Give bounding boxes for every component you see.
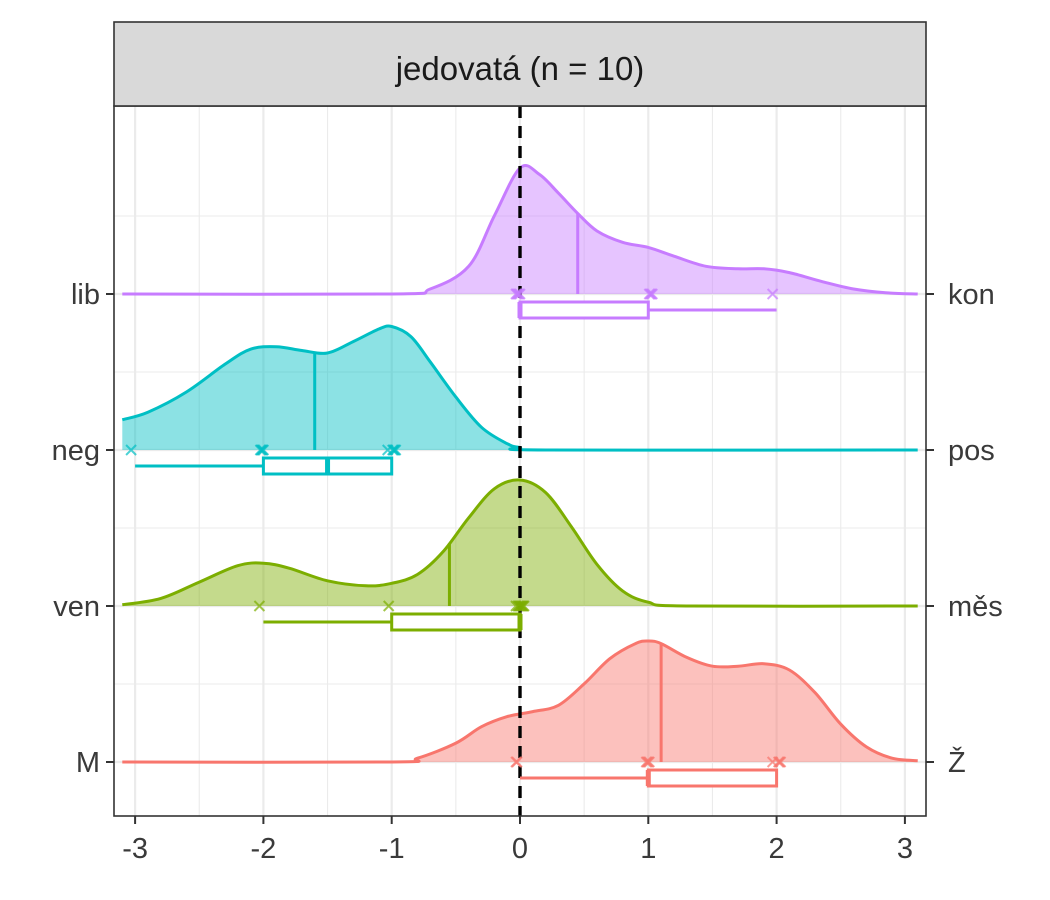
point-neg <box>381 444 394 456</box>
point-stroke-b <box>766 756 779 768</box>
point-stroke-b <box>511 756 523 768</box>
point-M <box>643 756 656 768</box>
point-neg <box>125 444 137 456</box>
box-lib <box>518 300 650 320</box>
point-neg <box>257 444 270 456</box>
y-label-left-lib: lib <box>71 279 100 311</box>
point-stroke-b <box>253 600 266 612</box>
y-label-left-neg: neg <box>52 435 100 467</box>
x-tick-label: 0 <box>512 833 528 865</box>
facet-strip-label: jedovatá (n = 10) <box>395 50 645 87</box>
density-line-M <box>122 639 918 764</box>
density-area-M <box>122 640 918 763</box>
y-axis-left: lib neg ven M <box>52 279 114 779</box>
x-tick-label: 1 <box>640 833 656 865</box>
point-lib <box>514 288 526 300</box>
y-label-right-Ž: Ž <box>948 746 966 779</box>
point-ven <box>253 600 266 612</box>
x-tick-label: -1 <box>379 833 405 865</box>
x-tick-label: 3 <box>897 833 913 865</box>
point-stroke-b <box>766 288 779 300</box>
facet-strip-background <box>113 21 927 107</box>
x-tick-label: -3 <box>122 833 148 865</box>
point-M <box>766 756 779 768</box>
point-stroke-b <box>257 444 270 456</box>
boxplots <box>135 300 779 788</box>
point-M <box>511 756 523 768</box>
point-ven <box>510 600 522 612</box>
point-stroke-b <box>514 288 526 300</box>
y-label-right-pos: pos <box>948 435 995 467</box>
box-ven <box>390 612 522 632</box>
point-stroke-b <box>510 600 522 612</box>
point-stroke-b <box>643 756 656 768</box>
point-stroke-b <box>646 288 659 300</box>
point-stroke-b <box>125 444 137 456</box>
point-lib <box>766 288 779 300</box>
data-points <box>125 288 787 768</box>
y-label-left-M: M <box>76 747 100 779</box>
facet-strip: jedovatá (n = 10) <box>113 21 927 107</box>
density-area-neg <box>122 326 918 451</box>
x-axis: -3 -2 -1 0 1 2 3 <box>122 816 913 865</box>
point-stroke-b <box>381 444 394 456</box>
density-line-lib <box>122 164 918 296</box>
box-M <box>646 768 779 788</box>
y-axis-right: kon pos měs Ž <box>926 279 1003 779</box>
x-tick-label: 2 <box>769 833 785 865</box>
point-stroke-b <box>382 600 395 612</box>
density-line-ven <box>122 478 918 608</box>
y-label-right-měs: měs <box>948 591 1003 623</box>
x-tick-label: -2 <box>251 833 277 865</box>
point-lib <box>646 288 659 300</box>
point-ven <box>382 600 395 612</box>
density-area-ven <box>122 479 918 607</box>
y-label-right-kon: kon <box>948 279 995 311</box>
y-label-left-ven: ven <box>53 591 100 623</box>
